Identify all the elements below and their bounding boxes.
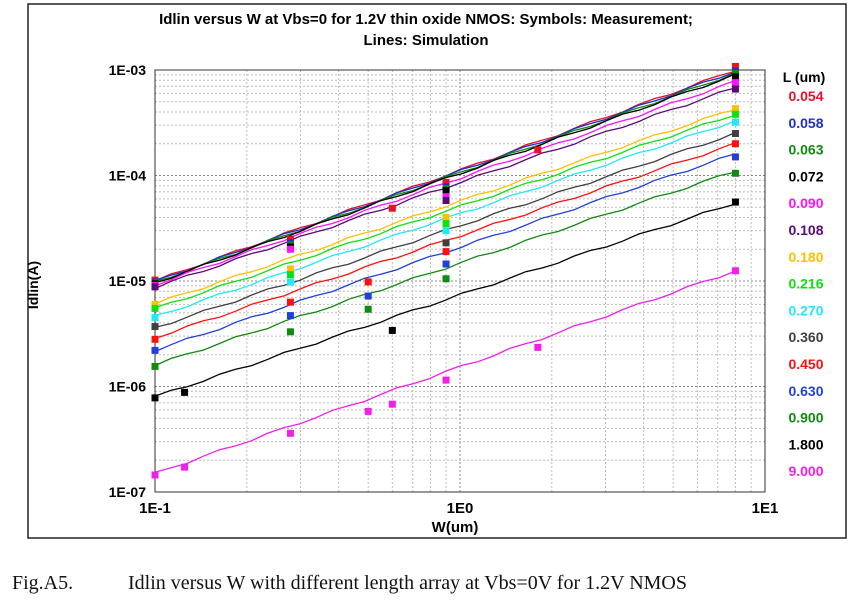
measurement-point-1.800: [181, 388, 189, 396]
x-tick-labels: 1E-1 1E0 1E1: [139, 500, 778, 517]
measurement-point-0.450: [731, 140, 739, 148]
measurement-point-0.900: [286, 328, 294, 336]
legend-title: L (um): [783, 69, 826, 85]
measurement-point-0.090: [286, 245, 294, 253]
sim-line-0.072: [154, 73, 736, 284]
legend-item-0.108: 0.108: [788, 222, 823, 238]
caption-label: Fig.A5.: [12, 572, 74, 594]
y-tick-label: 1E-07: [109, 484, 147, 500]
measurement-point-0.450: [442, 248, 450, 256]
measurement-point-0.108: [151, 283, 159, 291]
measurement-point-0.180: [442, 213, 450, 221]
y-tick-label: 1E-04: [109, 168, 147, 184]
legend-item-0.450: 0.450: [788, 356, 823, 372]
legend-item-1.800: 1.800: [788, 436, 823, 452]
measurement-point-0.216: [442, 220, 450, 228]
measurement-point-1.800: [731, 198, 739, 206]
measurement-point-0.630: [731, 153, 739, 161]
measurement-point-0.360: [731, 130, 739, 138]
measurement-point-0.090: [442, 193, 450, 201]
measurement-point-0.360: [442, 239, 450, 247]
chart-title-line2: Lines: Simulation: [363, 32, 488, 49]
x-tick-label: 1E0: [447, 500, 474, 517]
legend-item-0.058: 0.058: [788, 115, 823, 131]
measurement-point-0.630: [151, 346, 159, 354]
x-tick-label: 1E-1: [139, 500, 171, 517]
measurement-point-0.900: [364, 305, 372, 313]
legend-item-0.054: 0.054: [788, 88, 823, 104]
legend: 0.054 0.058 0.063 0.072 0.090 0.108 0.180 0.216…: [788, 88, 823, 479]
legend-item-9.000: 9.000: [788, 463, 823, 479]
measurement-markers: [151, 62, 739, 479]
grid: [155, 70, 765, 492]
chart-svg: Idlin versus W at Vbs=0 for 1.2V thin ox…: [25, 3, 847, 539]
caption-text: Idlin versus W with different length arr…: [128, 572, 687, 594]
measurement-point-0.900: [442, 275, 450, 283]
sim-line-1.800: [154, 203, 736, 397]
measurement-point-9.000: [181, 463, 189, 471]
measurement-point-0.630: [286, 312, 294, 320]
measurement-point-1.800: [388, 326, 396, 334]
y-tick-label: 1E-03: [109, 62, 147, 78]
measurement-point-0.216: [286, 271, 294, 279]
measurement-point-9.000: [731, 267, 739, 275]
measurement-point-0.630: [442, 260, 450, 268]
measurement-point-0.450: [364, 278, 372, 286]
measurement-point-0.180: [286, 265, 294, 273]
x-tick-label: 1E1: [752, 500, 779, 517]
measurement-point-0.900: [731, 169, 739, 177]
legend-item-0.072: 0.072: [788, 168, 823, 184]
sim-line-0.900: [154, 171, 736, 367]
y-tick-label: 1E-05: [109, 273, 147, 289]
sim-line-0.180: [154, 109, 736, 305]
legend-item-0.180: 0.180: [788, 249, 823, 265]
measurement-point-0.180: [151, 300, 159, 308]
measurement-point-0.054: [388, 204, 396, 212]
measurement-point-0.108: [442, 196, 450, 204]
measurement-point-0.450: [286, 298, 294, 306]
legend-item-0.630: 0.630: [788, 383, 823, 399]
measurement-point-9.000: [534, 343, 542, 351]
measurement-point-0.270: [286, 278, 294, 286]
measurement-point-0.054: [286, 235, 294, 243]
measurement-point-0.270: [442, 227, 450, 235]
measurement-point-0.216: [731, 110, 739, 118]
legend-item-0.216: 0.216: [788, 276, 823, 292]
measurement-point-0.270: [151, 314, 159, 322]
measurement-point-0.054: [534, 146, 542, 154]
measurement-point-0.072: [442, 187, 450, 195]
measurement-point-9.000: [388, 400, 396, 408]
chart-title-line1: Idlin versus W at Vbs=0 for 1.2V thin ox…: [159, 11, 693, 28]
legend-item-0.900: 0.900: [788, 410, 823, 426]
measurement-point-9.000: [151, 471, 159, 479]
legend-item-0.090: 0.090: [788, 195, 823, 211]
measurement-point-0.216: [151, 304, 159, 312]
measurement-point-0.270: [731, 118, 739, 126]
measurement-point-0.090: [731, 79, 739, 87]
sim-line-0.216: [154, 114, 736, 309]
y-tick-labels: 1E-03 1E-04 1E-05 1E-06 1E-07: [109, 62, 147, 500]
measurement-point-9.000: [442, 376, 450, 384]
legend-item-0.270: 0.270: [788, 302, 823, 318]
measurement-point-0.450: [151, 335, 159, 343]
measurement-point-9.000: [286, 429, 294, 437]
measurement-point-0.900: [151, 362, 159, 370]
measurement-point-0.063: [731, 69, 739, 77]
measurement-point-0.054: [731, 62, 739, 70]
measurement-point-0.360: [151, 323, 159, 331]
y-axis-label: Idlin(A): [25, 261, 41, 309]
measurement-point-0.180: [731, 105, 739, 113]
measurement-point-0.108: [731, 85, 739, 93]
measurement-point-0.630: [364, 292, 372, 300]
measurement-point-0.054: [442, 178, 450, 186]
legend-item-0.360: 0.360: [788, 329, 823, 345]
chart-frame: Idlin versus W at Vbs=0 for 1.2V thin ox…: [12, 3, 847, 594]
x-axis-label: W(um): [432, 519, 479, 536]
measurement-point-9.000: [364, 407, 372, 415]
measurement-point-0.072: [731, 73, 739, 81]
y-tick-label: 1E-06: [109, 379, 147, 395]
measurement-point-1.800: [151, 394, 159, 402]
sim-line-9.000: [154, 270, 736, 473]
legend-item-0.063: 0.063: [788, 142, 823, 158]
